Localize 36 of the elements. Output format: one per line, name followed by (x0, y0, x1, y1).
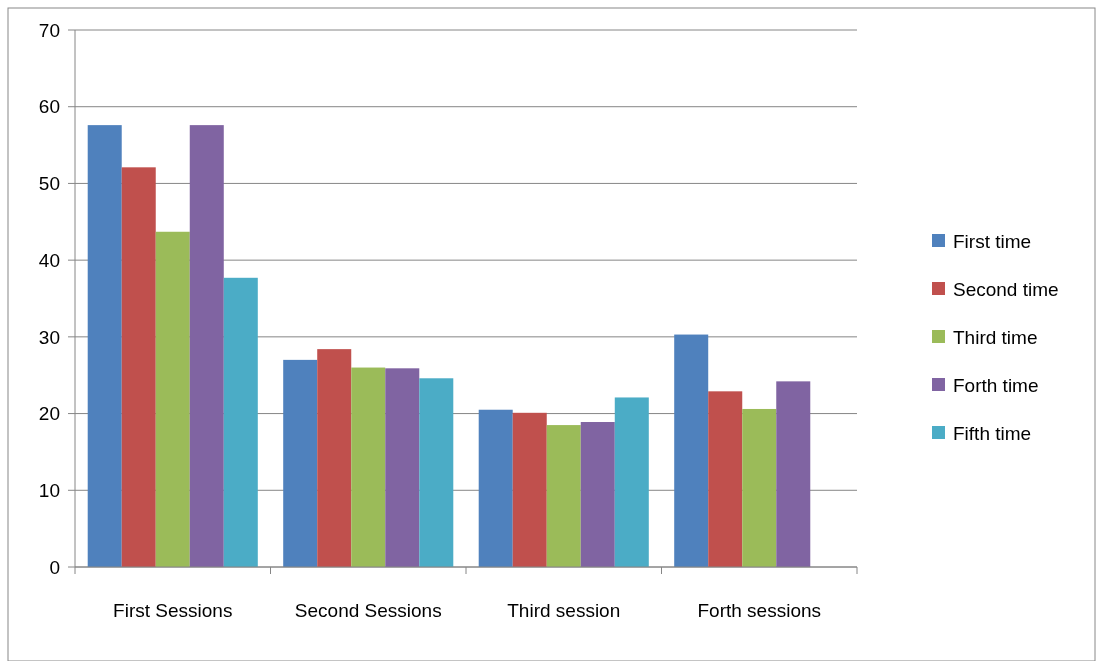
legend-label: Third time (953, 326, 1038, 348)
legend-label: Second time (953, 278, 1059, 300)
bar (512, 412, 547, 567)
legend-label: Forth time (953, 374, 1039, 396)
bar (223, 277, 258, 567)
bar (189, 125, 224, 567)
bar (776, 381, 811, 567)
bar (87, 125, 122, 567)
bar (478, 409, 513, 567)
bar (742, 408, 777, 567)
bar (674, 334, 709, 567)
y-tick-label: 10 (38, 479, 60, 501)
bar (155, 231, 190, 567)
x-tick-label: Forth sessions (697, 600, 822, 621)
y-tick-label: 30 (38, 326, 60, 348)
bar (580, 422, 615, 567)
bar (283, 359, 318, 567)
bar (708, 391, 743, 567)
bar (614, 397, 649, 567)
x-tick-label: Second Sessions (294, 600, 442, 621)
bar (546, 425, 581, 567)
y-tick-label: 60 (38, 96, 60, 118)
bar (121, 167, 156, 567)
x-tick-label: First Sessions (113, 600, 233, 621)
bar (385, 368, 420, 567)
legend-label: Fifth time (953, 422, 1032, 444)
bar (419, 378, 454, 567)
y-tick-label: 40 (38, 249, 60, 271)
legend-label: First time (953, 230, 1032, 252)
bar (351, 367, 386, 567)
y-tick-label: 70 (38, 19, 60, 41)
y-tick-label: 20 (38, 403, 60, 425)
x-tick-label: Third session (507, 600, 621, 621)
y-tick-label: 0 (49, 556, 60, 578)
y-tick-label: 50 (38, 173, 60, 195)
bar (317, 349, 352, 567)
